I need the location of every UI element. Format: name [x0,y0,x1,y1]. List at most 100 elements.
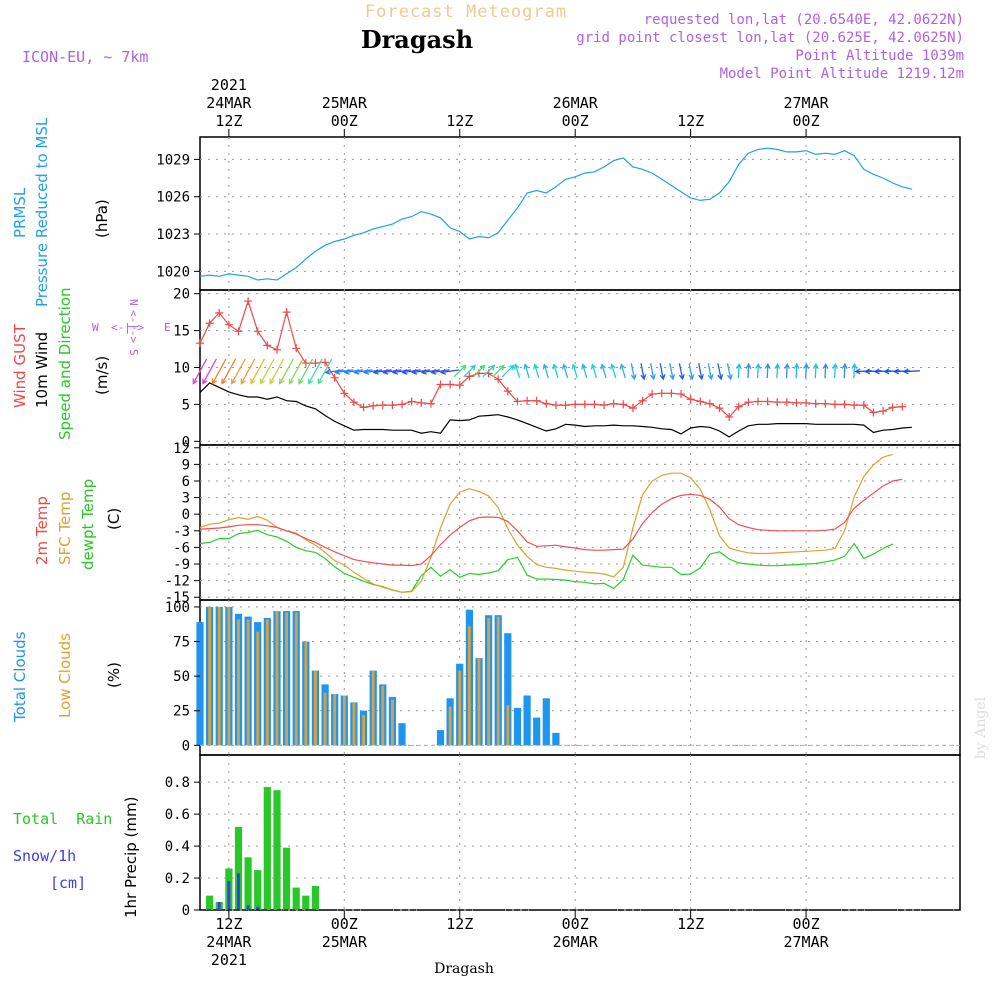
low-clouds-bar [208,606,212,746]
top-time-label: 26MAR [553,94,599,112]
gust-marker [677,390,686,399]
low-clouds-bar [294,612,298,746]
y-tick-label: 75 [173,635,190,651]
wind-direction-arrow [793,362,800,379]
low-clouds-label: Low Clouds [56,633,74,718]
tsfc-label: SFC Temp [56,492,74,565]
wind-direction-arrow [240,358,256,385]
top-time-label: 12Z [677,112,704,130]
gust-marker [455,381,464,390]
total-clouds-bar [542,698,550,746]
y-tick-label: 1023 [156,227,190,243]
low-clouds-bar [342,695,346,746]
y-tick-label: -12 [165,574,190,590]
y-tick-label: 1020 [156,264,190,280]
rain-bar [311,886,319,910]
gust-marker [898,402,907,411]
gust-marker [263,341,272,350]
wind-direction-arrow [482,364,496,378]
wind-direction-arrow [552,363,559,379]
low-clouds-bar [256,631,260,746]
gust-marker [234,327,243,336]
rain-bar [206,895,214,910]
top-time-label: 12Z [215,112,242,130]
sfc-temp-line [199,453,893,593]
rain-bar [292,887,300,910]
wind-direction-arrow [581,363,588,379]
low-clouds-bar [217,606,221,746]
rain-bar [244,857,252,910]
low-clouds-bar [371,670,375,746]
wind-direction-arrow [755,362,762,379]
y-tick-labels: 102010231026102905101520-15-12-9-6-30369… [156,152,200,919]
gust-marker [638,396,647,405]
gust-marker [792,398,801,407]
low-clouds-bar [237,619,240,746]
gust-marker [330,373,339,382]
snow-bar [256,906,260,910]
top-time-label: 27MAR [783,94,829,112]
gust-marker [715,404,724,413]
y-tick-label: 6 [182,474,190,490]
prmsl-label: PRMSL [11,187,29,238]
wind-direction-arrow [492,364,505,378]
snow-bar [227,881,231,910]
wind10m-line [199,382,912,438]
total-clouds-bar [398,723,406,746]
bottom-time-label: 12Z [446,915,473,933]
gust-marker [551,401,560,410]
total-clouds-bar [196,622,204,746]
gust-marker [773,398,782,407]
precip-labels: Total Rain Snow/1h [cm] 1hr Precip (mm) [13,797,140,918]
y-tick-label: 5 [182,397,190,413]
bottom-time-label: 12Z [215,915,242,933]
gust-marker [426,399,435,408]
wind-direction-arrow [472,364,486,378]
super-title: Forecast Meteogram [365,2,567,22]
wind-direction-arrow [269,358,285,385]
gust-marker [628,404,637,413]
pressure-reduced-label: Pressure Reduced to MSL [33,117,51,307]
compass-south: S [127,349,140,356]
gust-marker [830,400,839,409]
wind-direction-arrow [726,363,733,381]
y-tick-label: 0.4 [165,839,190,855]
gust-marker [349,398,358,407]
wind-direction-arrow [279,358,294,385]
wind-direction-arrow [501,364,515,378]
wind-direction-arrow [678,363,685,381]
rain-bar [254,870,262,910]
y-tick-label: 0 [182,738,190,754]
gust-marker [744,398,753,407]
wind-gust-label: Wind GUST [11,323,29,408]
wind-direction-arrow [745,362,752,379]
bottom-time-label: 27MAR [783,933,829,951]
precip-panel [200,787,960,911]
total-clouds-bar [523,695,531,746]
total-clouds-bar [533,717,541,746]
top-time-label: 00Z [562,112,589,130]
wind-direction-arrow [231,358,246,385]
gust-marker [821,399,830,408]
wind-direction-arrow [250,358,266,385]
wind-direction-arrow [707,363,714,381]
gust-marker [811,399,820,408]
gust-marker [388,401,397,410]
t2m-line [199,478,903,567]
wind10m-label: 10m Wind [33,332,51,408]
gust-marker [205,319,214,328]
y-tick-label: 20 [173,287,190,303]
wind-direction-arrow [649,363,656,381]
wind-direction-arrow [533,363,540,379]
low-clouds-bar [381,685,385,746]
total-clouds-bar [436,730,445,746]
wind-labels: Wind GUST 10m Wind Speed and Direction (… [11,287,171,440]
gust-marker [378,401,387,410]
gust-marker [398,400,407,409]
gust-marker [407,397,416,406]
dewpt-label: dewpt Temp [79,479,97,570]
rain-bar [283,847,291,910]
clouds-panel [196,606,960,746]
top-time-label: 24MAR [206,94,252,112]
wind-direction-arrow [401,368,421,375]
